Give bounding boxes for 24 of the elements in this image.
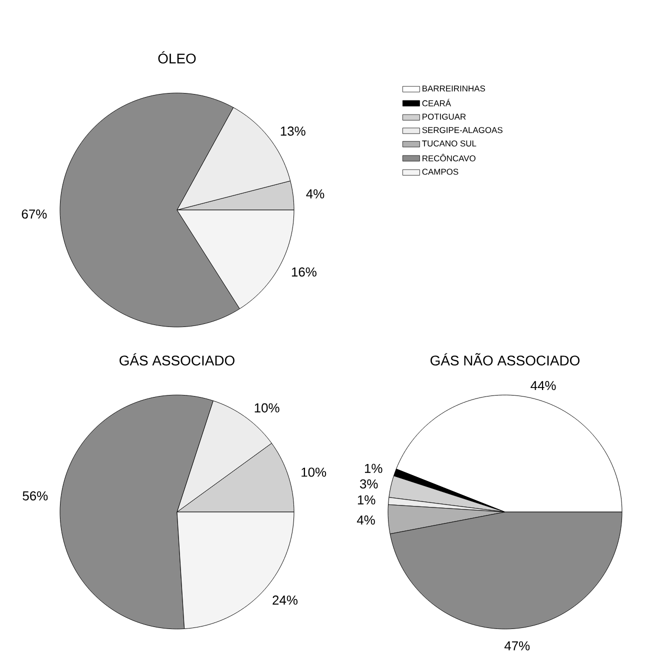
data-label: 4% (306, 189, 324, 198)
data-label: 10% (254, 403, 280, 412)
slice-label: GÁS ASSOCIADO (120, 353, 234, 366)
legend-label: RECÔNCAVO (422, 154, 476, 162)
data-label: 1% (364, 464, 382, 473)
data-label: 4% (356, 516, 375, 525)
legend-label: CEARÁ (422, 98, 452, 106)
slice-label: GÁS NÃO ASSOCIADO (430, 353, 580, 366)
data-label: 10% (302, 468, 326, 477)
data-label: 3% (360, 479, 378, 488)
legend-label: POTIGUAR (422, 114, 466, 120)
data-label: 24% (272, 596, 298, 605)
legend-label: TUCANO SUL (422, 140, 476, 146)
data-label: 1% (358, 495, 376, 504)
data-label: 67% (22, 209, 47, 219)
legend-label: CAMPOS (422, 168, 458, 175)
data-label: 47% (504, 641, 530, 650)
data-label: 13% (280, 126, 306, 136)
slice-label: ÓLEO (158, 51, 196, 64)
data-label: 56% (22, 491, 48, 500)
data-label: 44% (530, 381, 556, 390)
legend-label: BARREIRINHAS (422, 85, 486, 92)
data-label: 16% (292, 267, 316, 277)
legend-label: SERGIPE-ALAGOAS (422, 127, 502, 134)
